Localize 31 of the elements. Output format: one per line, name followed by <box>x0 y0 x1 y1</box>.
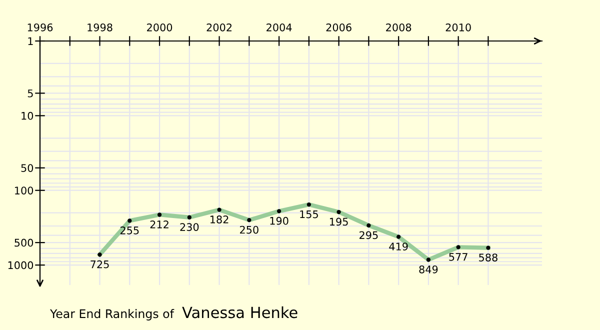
text: Year End Rankings of <box>50 309 174 320</box>
data-label: 725 <box>90 260 109 268</box>
x-tick-label: 2004 <box>266 23 292 32</box>
data-label: 182 <box>210 216 228 224</box>
x-tick-label: 1998 <box>88 23 112 32</box>
data-label: 849 <box>419 265 438 274</box>
x-tick-label: 2000 <box>147 23 172 32</box>
x-tick-label: 2002 <box>206 23 232 32</box>
y-tick-label: 100 <box>15 186 34 194</box>
y-tick-label: 5 <box>28 90 33 98</box>
x-tick-label: 1996 <box>28 23 53 32</box>
text: Vanessa Henke <box>182 306 298 318</box>
y-tick-label: 50 <box>21 164 34 172</box>
y-tick-label: 1000 <box>8 261 34 270</box>
data-label: 419 <box>389 242 408 250</box>
x-tick-label: 2006 <box>326 23 352 32</box>
data-label: 588 <box>479 254 498 262</box>
data-label: 230 <box>180 223 199 231</box>
x-tick-label: 2010 <box>446 23 471 32</box>
data-label: 195 <box>330 218 348 226</box>
data-label: 212 <box>150 220 168 228</box>
data-label: 255 <box>120 226 139 234</box>
data-label: 577 <box>449 253 468 261</box>
data-label: 295 <box>360 231 378 240</box>
y-tick-label: 500 <box>14 238 34 247</box>
data-label: 155 <box>300 210 318 218</box>
x-tick-label: 2008 <box>386 23 412 32</box>
data-label: 250 <box>240 226 258 234</box>
y-tick-label: 10 <box>22 112 34 120</box>
data-label: 190 <box>270 216 288 225</box>
y-tick-label: 1 <box>28 37 33 45</box>
